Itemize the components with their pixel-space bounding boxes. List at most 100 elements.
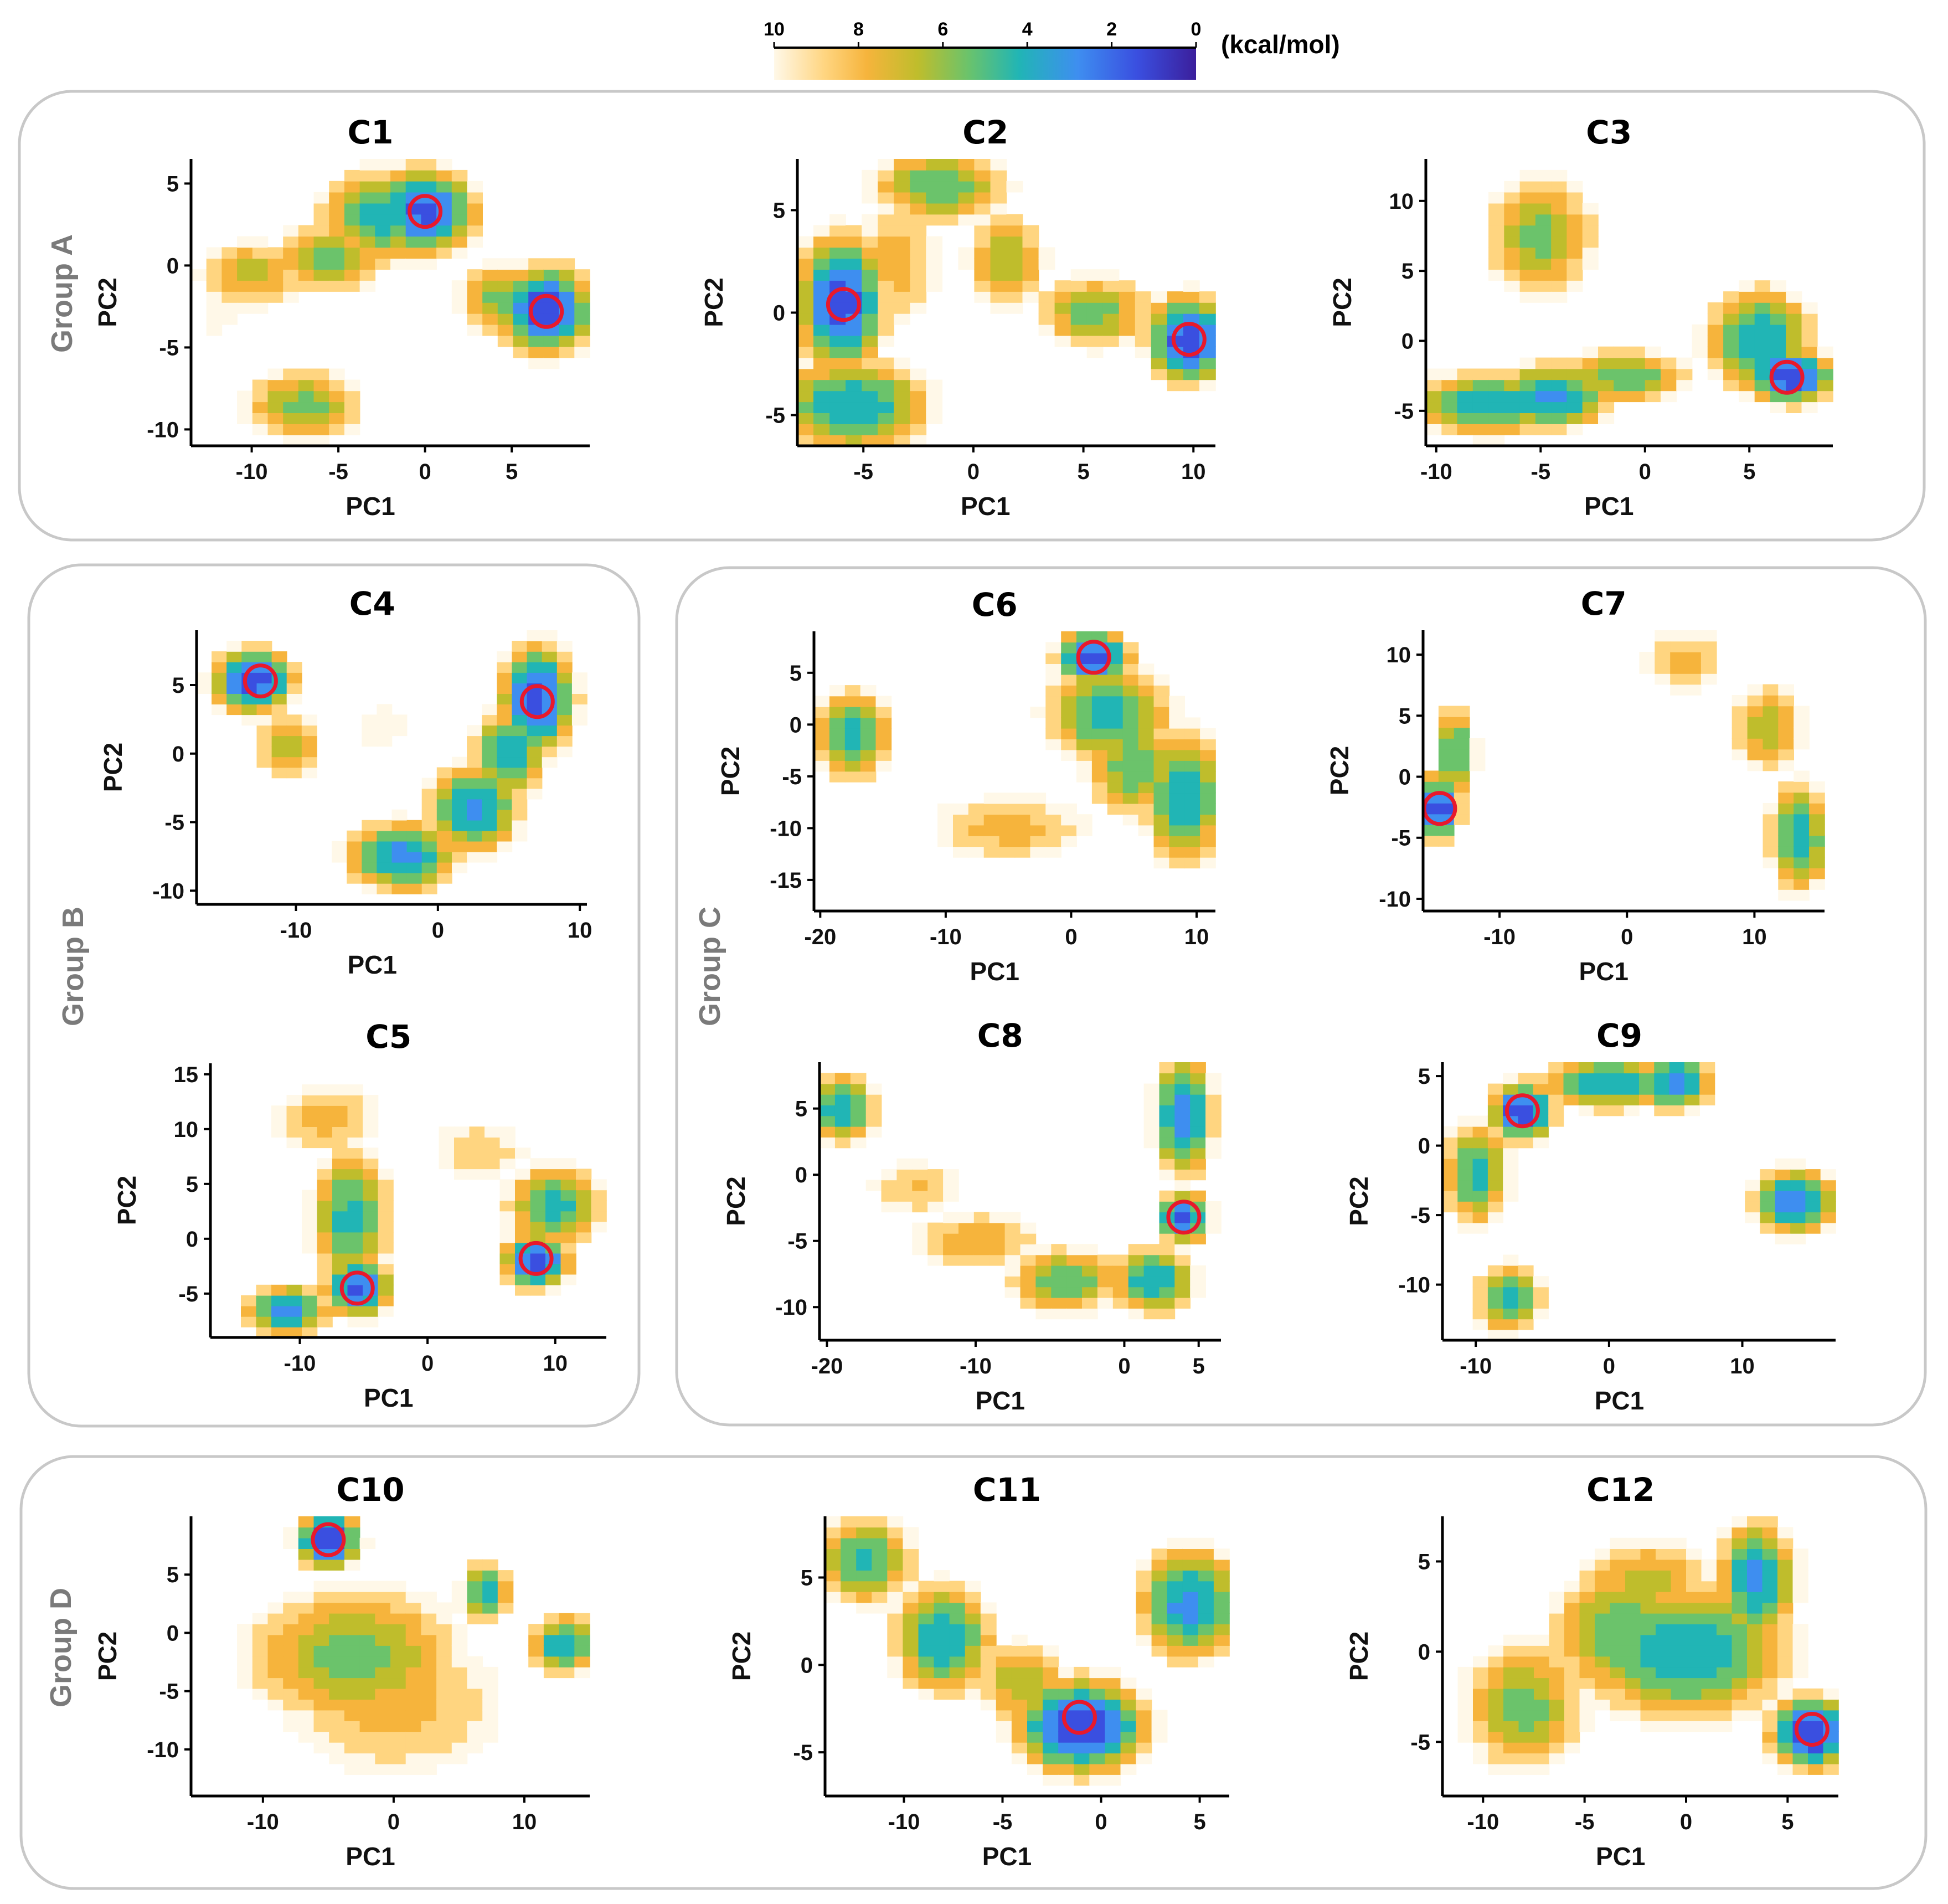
heat-cell: [1731, 1613, 1748, 1624]
heat-cell: [1035, 1265, 1052, 1277]
heat-cell: [527, 704, 543, 716]
heat-cell: [1519, 236, 1536, 248]
heat-cell: [344, 1537, 360, 1549]
y-tick-label: 0: [186, 1227, 198, 1252]
heat-cell: [482, 1721, 498, 1732]
heat-cell: [451, 291, 468, 303]
heat-cell: [1645, 368, 1661, 380]
heat-cell: [545, 1211, 561, 1222]
heat-cell: [1731, 1537, 1748, 1549]
x-tick-label: -10: [1460, 1354, 1492, 1378]
heat-cell: [451, 192, 468, 204]
heat-cell: [846, 236, 862, 248]
heat-cell: [1579, 1613, 1595, 1624]
x-axis-label: PC1: [1584, 492, 1633, 521]
heat-cell: [298, 1624, 315, 1635]
heat-cell: [1488, 368, 1505, 380]
heat-cell: [1472, 1190, 1488, 1202]
heat-cell: [359, 1721, 376, 1732]
heat-cell: [878, 324, 894, 336]
heat-cell: [1723, 324, 1740, 336]
heat-cell: [451, 1602, 468, 1614]
heat-cell: [467, 1742, 483, 1754]
heat-cell: [1549, 1699, 1565, 1711]
heat-cell: [1200, 749, 1216, 761]
heat-cell: [1488, 1645, 1504, 1657]
heat-cell: [512, 651, 528, 662]
heat-cell: [894, 247, 910, 259]
heat-cell: [1159, 1105, 1176, 1116]
heat-cell: [1760, 1190, 1776, 1202]
heat-cell: [887, 1634, 904, 1646]
heat-cell: [329, 280, 345, 292]
heat-cell: [252, 236, 269, 248]
heat-cell: [1457, 1688, 1473, 1700]
heat-cell: [485, 1147, 501, 1159]
heat-cell: [1777, 1656, 1794, 1668]
heat-cell: [556, 714, 573, 726]
heat-cell: [1107, 739, 1124, 750]
heat-cell: [1200, 739, 1216, 750]
heat-cell: [1692, 324, 1708, 336]
heat-cell: [974, 169, 991, 182]
heat-cell: [451, 1592, 468, 1603]
heat-cell: [439, 1126, 455, 1138]
heat-cell: [1061, 652, 1077, 664]
heat-cell: [451, 1624, 468, 1635]
heat-cell: [530, 1158, 546, 1170]
heat-cell: [241, 641, 257, 652]
heat-cell: [267, 1699, 284, 1711]
heat-cell: [256, 757, 272, 768]
heat-cell: [467, 280, 483, 292]
heat-cell: [237, 302, 253, 314]
heat-cell: [1043, 1645, 1059, 1657]
heat-cell: [1747, 1581, 1763, 1592]
y-tick-label: -5: [1394, 399, 1414, 424]
heat-cell: [1809, 814, 1825, 825]
heat-cell: [872, 1581, 888, 1592]
heat-cell: [1457, 1731, 1473, 1743]
x-axis-label: PC1: [961, 492, 1010, 521]
heat-cell: [1661, 368, 1677, 380]
colorbar-unit: (kcal/mol): [1221, 30, 1340, 59]
heat-cell: [1777, 1731, 1794, 1743]
heat-cell: [1610, 1699, 1626, 1711]
heat-cell: [1120, 1710, 1137, 1721]
heat-cell: [1076, 760, 1092, 772]
heat-cell: [1153, 696, 1170, 707]
heat-cell: [1763, 825, 1779, 836]
heat-cell: [1805, 1169, 1821, 1181]
heat-cell: [1487, 1212, 1503, 1223]
heat-cell: [1128, 1287, 1145, 1298]
heat-cell: [283, 280, 299, 292]
heat-cell: [1801, 402, 1818, 413]
heat-cell: [1472, 1137, 1488, 1149]
heat-cell: [894, 203, 910, 215]
heat-cell: [1038, 258, 1055, 270]
heat-cell: [1423, 781, 1439, 793]
heat-cell: [298, 1527, 315, 1538]
heat-cell: [872, 1592, 888, 1603]
heat-cell: [1183, 291, 1200, 303]
heat-cell: [1820, 1201, 1836, 1213]
heat-cell: [894, 302, 910, 314]
heat-cell: [1566, 368, 1583, 380]
heat-cell: [825, 1527, 841, 1538]
heat-cell: [1754, 291, 1771, 303]
heat-cell: [1054, 280, 1071, 292]
heat-cell: [1582, 390, 1599, 403]
heat-cell: [302, 1221, 318, 1233]
heat-cell: [1105, 1721, 1121, 1732]
heat-cell: [862, 313, 878, 325]
heat-cell: [1488, 1688, 1504, 1700]
heat-cell: [1488, 1710, 1504, 1721]
heat-cell: [1105, 1774, 1121, 1786]
heat-cell: [512, 672, 528, 683]
heat-cell: [363, 1253, 379, 1264]
heat-cell: [344, 1592, 360, 1603]
heat-cell: [1639, 1062, 1655, 1074]
heat-cell: [1579, 1677, 1595, 1689]
heat-cell: [942, 169, 959, 182]
heat-cell: [329, 1559, 345, 1571]
heat-cell: [405, 1742, 422, 1754]
